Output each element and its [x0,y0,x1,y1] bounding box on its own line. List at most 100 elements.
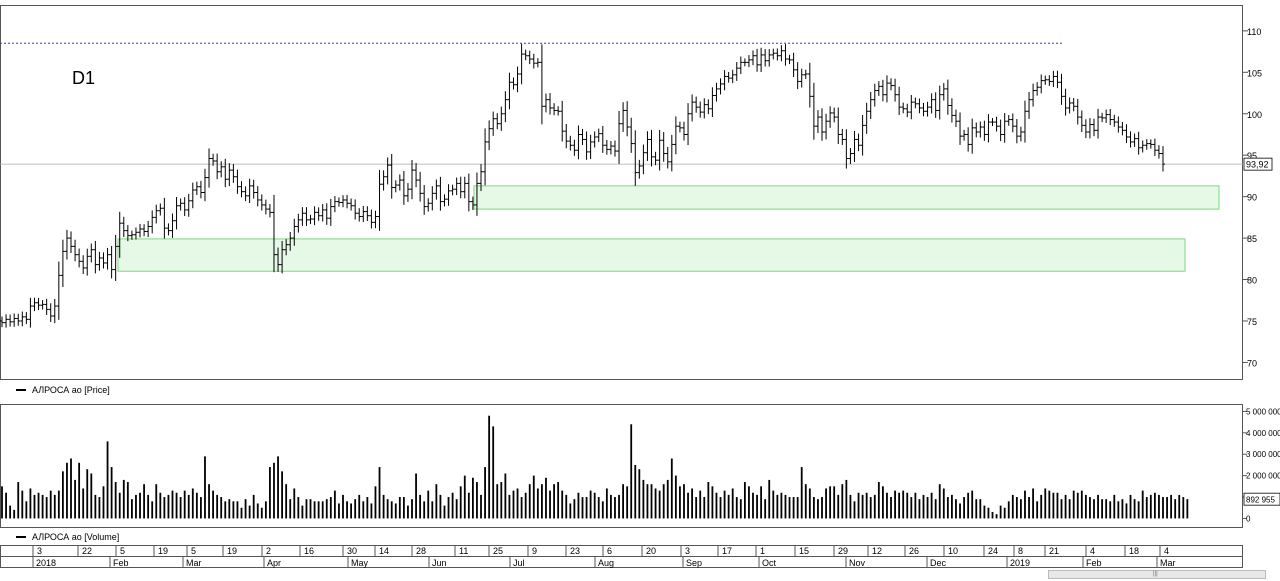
volume-bar [21,490,24,519]
volume-bar [719,497,722,519]
price-bar [921,102,926,117]
price-bar [182,197,187,217]
volume-bar [1097,494,1099,519]
price-bar [284,239,289,256]
price-bar [629,117,634,153]
day-label: 18 [1129,546,1139,556]
volume-bar [476,482,478,519]
volume-bar [1133,499,1136,519]
price-bar [568,135,573,151]
volume-bar [877,482,880,519]
volume-bar [212,490,214,519]
volume-bar [5,492,7,519]
price-bar [998,119,1003,142]
volume-bar [670,458,673,519]
price-bar [584,131,589,160]
month-label: Mar [1160,558,1176,568]
price-bar [1063,88,1068,116]
price-bar [1067,97,1072,114]
price-bar [742,58,747,67]
volume-bar [646,484,649,519]
price-bar [1152,138,1157,157]
volume-bar [147,494,150,519]
volume-bar [926,497,929,519]
horizontal-scrollbar[interactable]: ||| [1048,570,1266,579]
volume-bar [861,494,864,519]
y-tick-label: 95 [1247,151,1257,161]
volume-bar [1182,497,1185,519]
volume-bar [179,497,182,519]
price-bar [393,180,398,193]
volume-bar [338,503,340,519]
volume-bar [224,501,227,519]
volume-bar [61,471,64,519]
volume-bar [167,494,170,519]
price-bar [89,243,94,263]
day-label: 23 [570,546,580,556]
price-bar [32,297,37,312]
volume-bar [289,499,292,519]
volume-bar [975,499,978,519]
price-bar [44,298,49,315]
last-volume-label: 892 955 [1246,496,1275,505]
volume-bar [618,494,620,519]
price-bar [1043,75,1048,85]
price-bar [1071,97,1076,112]
price-bar [548,93,553,115]
day-label: 5 [191,546,196,556]
volume-bar [756,494,758,519]
volume-bar [500,482,503,519]
volume-bar [256,503,259,519]
volume-bar [427,490,430,519]
volume-bar [703,497,706,519]
timeframe-label: D1 [72,68,96,88]
volume-bar [662,484,665,519]
price-bar [332,196,337,213]
price-bar [442,194,447,207]
price-bar [223,158,228,188]
scrollbar-grip-icon[interactable]: ||| [1153,571,1158,577]
volume-bar [930,492,933,519]
price-bar [1091,118,1096,137]
volume-bar [329,497,332,519]
price-bar [897,86,902,116]
price-bar [974,122,979,138]
day-label: 11 [459,546,468,556]
volume-bar [638,469,641,519]
price-bar [811,82,816,140]
volume-bar [532,475,535,519]
volume-bar [114,482,117,519]
price-bar [304,207,309,226]
price-bar [219,161,224,178]
day-label: 20 [646,546,656,556]
volume-bar [707,482,710,519]
volume-bar [159,492,162,519]
price-bar [775,48,780,61]
volume-bar [1149,494,1152,519]
price-bar [824,113,829,140]
volume-bar [126,482,129,519]
volume-bar [1178,494,1181,519]
volume-bar [208,484,210,519]
price-bar [328,198,333,226]
volume-bar [553,484,555,519]
volume-bar [934,499,937,519]
price-bar [430,186,435,211]
price-bar [454,177,459,196]
price-bar [1087,118,1092,139]
volume-bar [269,467,271,519]
volume-bar [1109,501,1112,519]
volume-bar [285,484,288,519]
volume-bar [642,479,645,519]
price-bar [381,170,386,191]
price-bar [16,313,21,326]
price-bar [458,176,463,199]
price-bar [483,128,488,186]
volume-bar [516,488,519,519]
price-bar [133,227,138,240]
volume-bar [906,492,909,519]
day-label: 22 [82,546,92,556]
volume-bar [118,492,121,519]
price-bar [807,62,812,108]
price-bar [1055,70,1060,89]
